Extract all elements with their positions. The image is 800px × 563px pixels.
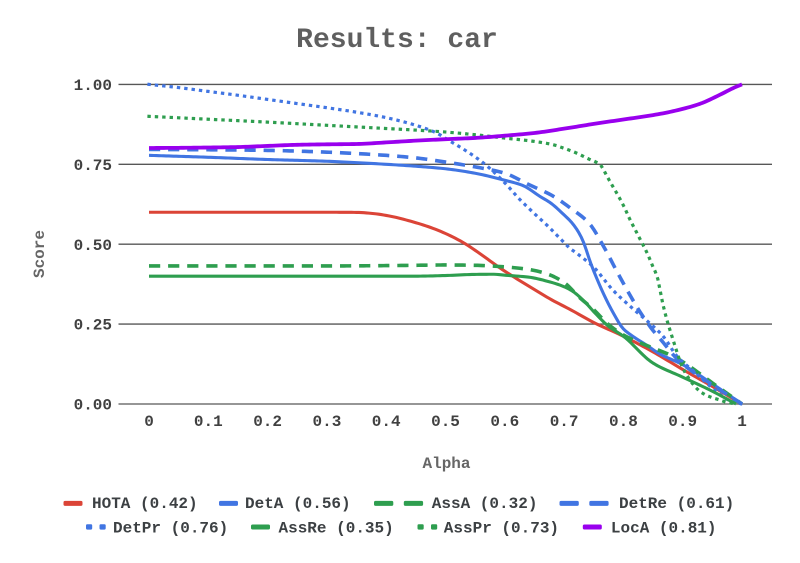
svg-text:0.2: 0.2 (253, 413, 282, 431)
svg-text:0.5: 0.5 (431, 413, 460, 431)
svg-text:0: 0 (144, 413, 154, 431)
svg-text:0.00: 0.00 (74, 397, 112, 415)
svg-text:Score: Score (31, 230, 49, 278)
svg-text:0.75: 0.75 (74, 157, 112, 175)
svg-text:LocA (0.81): LocA (0.81) (611, 520, 717, 538)
svg-text:DetRe (0.61): DetRe (0.61) (619, 495, 734, 513)
svg-text:0.8: 0.8 (609, 413, 638, 431)
svg-text:0.3: 0.3 (312, 413, 341, 431)
svg-text:Results: car: Results: car (296, 25, 498, 56)
svg-text:0.25: 0.25 (74, 317, 112, 335)
svg-text:0.6: 0.6 (490, 413, 519, 431)
svg-text:AssPr (0.73): AssPr (0.73) (444, 520, 559, 538)
svg-text:1.00: 1.00 (74, 77, 112, 95)
svg-text:0.4: 0.4 (372, 413, 401, 431)
svg-text:0.50: 0.50 (74, 237, 112, 255)
svg-text:0.7: 0.7 (550, 413, 579, 431)
svg-text:DetA (0.56): DetA (0.56) (245, 495, 351, 513)
svg-text:1: 1 (737, 413, 747, 431)
svg-text:AssRe (0.35): AssRe (0.35) (279, 520, 394, 538)
svg-text:Alpha: Alpha (422, 455, 470, 473)
svg-text:DetPr (0.76): DetPr (0.76) (113, 520, 228, 538)
svg-text:0.1: 0.1 (194, 413, 223, 431)
svg-text:AssA (0.32): AssA (0.32) (432, 495, 538, 513)
svg-text:HOTA (0.42): HOTA (0.42) (92, 495, 198, 513)
svg-text:0.9: 0.9 (668, 413, 697, 431)
